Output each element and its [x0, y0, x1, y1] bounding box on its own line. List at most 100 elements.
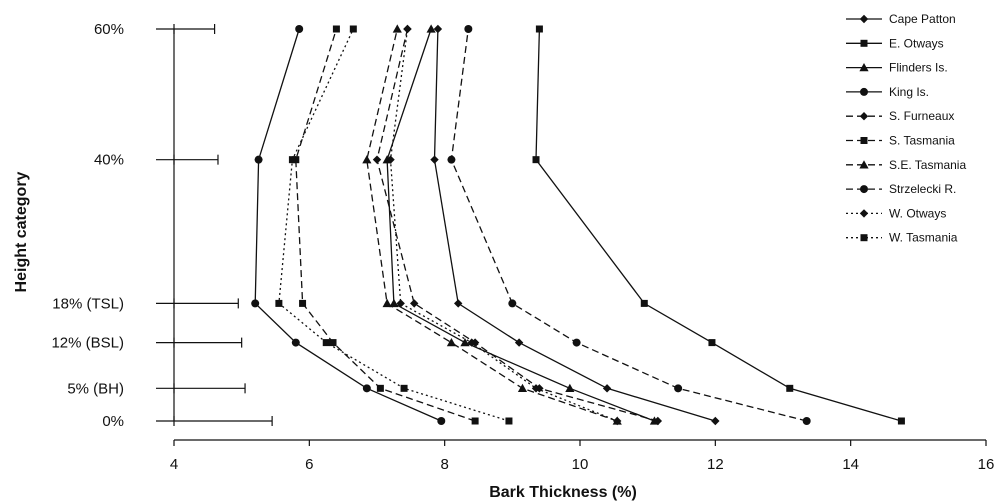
- legend-label: S. Tasmania: [889, 134, 955, 148]
- data-point: [299, 299, 307, 307]
- x-tick-label: 16: [978, 456, 995, 473]
- error-bar: [173, 337, 243, 348]
- data-point: [446, 338, 457, 347]
- legend-entry: Cape Patton: [846, 12, 956, 26]
- legend-label: S.E. Tasmania: [889, 158, 966, 172]
- data-point: [295, 25, 304, 33]
- data-point: [532, 156, 540, 164]
- data-point: [508, 299, 517, 308]
- legend-label: E. Otways: [889, 36, 944, 50]
- series-markers: [251, 24, 905, 426]
- legend-label: Cape Patton: [889, 12, 956, 26]
- x-tick-label: 8: [440, 456, 448, 473]
- data-point: [410, 299, 419, 308]
- data-point: [454, 299, 463, 308]
- data-point: [389, 298, 399, 308]
- data-point: [382, 298, 392, 308]
- data-point: [362, 384, 371, 393]
- legend-label: W. Otways: [889, 206, 946, 220]
- y-tick-label: 18% (TSL): [52, 295, 124, 312]
- x-ticks: 4 6 8 10 12 14 16: [170, 440, 995, 473]
- y-tick-label: 5% (BH): [67, 380, 124, 397]
- series-line: [389, 28, 618, 422]
- data-point: [430, 155, 439, 164]
- data-point: [711, 416, 720, 426]
- y-tick-label: 0%: [102, 413, 124, 430]
- legend-label: S. Furneaux: [889, 109, 954, 123]
- legend-entry: E. Otways: [846, 36, 944, 50]
- data-point: [613, 416, 622, 426]
- data-point: [505, 417, 513, 425]
- legend-entry: W. Otways: [846, 206, 946, 220]
- data-point: [349, 25, 357, 33]
- x-axis-title: Bark Thickness (%): [489, 484, 637, 501]
- data-point: [602, 384, 612, 393]
- data-point: [254, 155, 263, 164]
- legend-label: Flinders Is.: [889, 61, 948, 75]
- data-point: [708, 339, 716, 347]
- data-point: [376, 384, 384, 392]
- legend-entry: S.E. Tasmania: [846, 158, 966, 172]
- data-point: [288, 156, 296, 164]
- legend-marker: [859, 112, 869, 121]
- series-lines: [254, 28, 902, 422]
- legend-marker: [859, 14, 869, 24]
- legend-entry: S. Furneaux: [846, 109, 954, 123]
- x-tick-label: 10: [572, 456, 589, 473]
- x-tick-label: 6: [305, 456, 313, 473]
- data-point: [653, 416, 663, 426]
- legend-marker: [860, 185, 868, 194]
- legend-entry: Flinders Is.: [846, 61, 948, 75]
- data-point: [517, 383, 528, 393]
- series-line: [254, 28, 442, 422]
- error-bar: [173, 154, 219, 165]
- data-point: [332, 25, 340, 33]
- data-point: [362, 155, 372, 164]
- series-line: [278, 28, 510, 422]
- data-point: [464, 25, 473, 33]
- data-point: [802, 417, 811, 425]
- data-point: [674, 384, 683, 393]
- data-point: [322, 339, 330, 347]
- legend-entry: S. Tasmania: [846, 134, 955, 148]
- error-bar: [173, 24, 216, 34]
- y-ticks: 0% 5% (BH) 12% (BSL) 18% (TSL) 40% 60%: [51, 21, 174, 430]
- data-point: [471, 417, 479, 425]
- data-point: [403, 24, 412, 34]
- series-line: [295, 28, 476, 422]
- error-bar: [173, 416, 273, 426]
- data-point: [565, 383, 575, 393]
- data-point: [251, 299, 260, 308]
- legend-marker: [860, 137, 868, 144]
- legend-marker: [860, 39, 868, 47]
- legend-entry: Strzelecki R.: [846, 182, 956, 196]
- legend-marker: [859, 209, 869, 218]
- y-axis-title: Height category: [13, 171, 30, 292]
- series-line: [450, 28, 807, 422]
- legend-label: W. Tasmania: [889, 231, 958, 245]
- legend-marker: [860, 87, 868, 96]
- legend: Cape Patton E. Otways Flinders Is. King Is.…: [846, 12, 966, 245]
- data-point: [897, 417, 905, 425]
- data-point: [531, 384, 541, 393]
- data-point: [329, 339, 337, 347]
- y-tick-label: 60%: [94, 21, 124, 38]
- x-tick-label: 14: [842, 456, 859, 473]
- data-point: [786, 384, 794, 392]
- data-point: [433, 24, 443, 34]
- x-tick-label: 4: [170, 456, 178, 473]
- data-point: [400, 384, 408, 392]
- data-point: [291, 338, 300, 347]
- data-point: [460, 338, 470, 347]
- data-point: [426, 24, 436, 33]
- series-line: [386, 28, 655, 422]
- data-point: [396, 299, 405, 308]
- series-line: [433, 28, 716, 422]
- legend-marker: [859, 63, 869, 72]
- x-tick-label: 12: [707, 456, 724, 473]
- data-point: [392, 24, 402, 33]
- data-point: [437, 417, 446, 425]
- data-point: [386, 155, 395, 164]
- legend-label: Strzelecki R.: [889, 182, 956, 196]
